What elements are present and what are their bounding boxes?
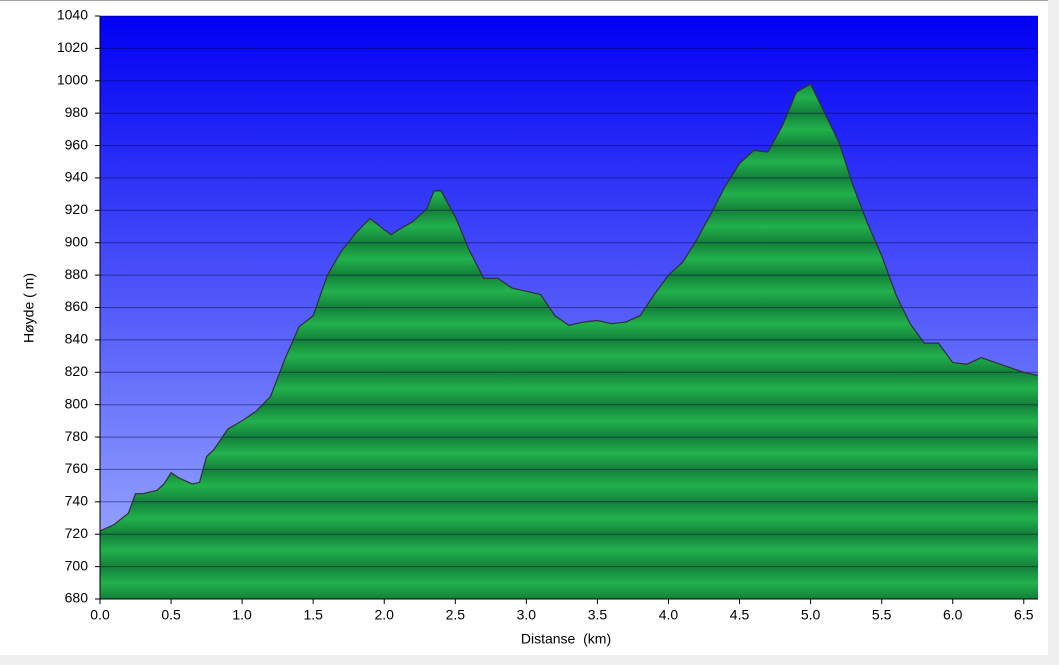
window-edge (1048, 0, 1059, 665)
y-tick-label: 920 (65, 201, 89, 217)
y-tick-label: 1000 (57, 71, 88, 87)
x-tick-label: 6.5 (1014, 607, 1034, 623)
y-tick-label: 840 (65, 331, 89, 347)
area-fill (100, 84, 1038, 599)
y-tick-label: 720 (65, 525, 89, 541)
x-tick-label: 1.5 (303, 607, 323, 623)
y-tick-label: 760 (65, 460, 89, 476)
x-tick-label: 2.5 (446, 607, 466, 623)
y-tick-label: 820 (65, 363, 89, 379)
x-tick-label: 4.5 (730, 607, 750, 623)
y-tick-label: 880 (65, 266, 89, 282)
y-tick-label: 740 (65, 493, 89, 509)
y-tick-label: 860 (65, 298, 89, 314)
y-tick-label: 680 (65, 590, 89, 606)
x-tick-label: 6.0 (943, 607, 963, 623)
x-tick-label: 3.0 (517, 607, 537, 623)
y-tick-label: 940 (65, 169, 89, 185)
y-tick-label: 980 (65, 104, 89, 120)
y-axis-title: Høyde ( m) (21, 273, 37, 343)
x-tick-label: 5.0 (801, 607, 821, 623)
elevation-line (99, 83, 1039, 532)
y-tick-label: 900 (65, 233, 89, 249)
x-tick-label: 0.5 (161, 607, 181, 623)
y-tick-label: 800 (65, 395, 89, 411)
x-tick-label: 4.0 (659, 607, 679, 623)
y-tick-label: 780 (65, 428, 89, 444)
x-tick-label: 2.0 (375, 607, 395, 623)
window-border (0, 0, 1059, 1)
y-tick-label: 1040 (57, 7, 88, 23)
x-tick-label: 5.5 (872, 607, 892, 623)
x-tick-label: 1.0 (232, 607, 252, 623)
x-tick-label: 0.0 (90, 607, 110, 623)
y-tick-label: 1020 (57, 39, 88, 55)
x-axis-title: Distanse (km) (521, 631, 611, 647)
x-tick-label: 3.5 (588, 607, 608, 623)
y-tick-label: 960 (65, 136, 89, 152)
y-tick-label: 700 (65, 557, 89, 573)
